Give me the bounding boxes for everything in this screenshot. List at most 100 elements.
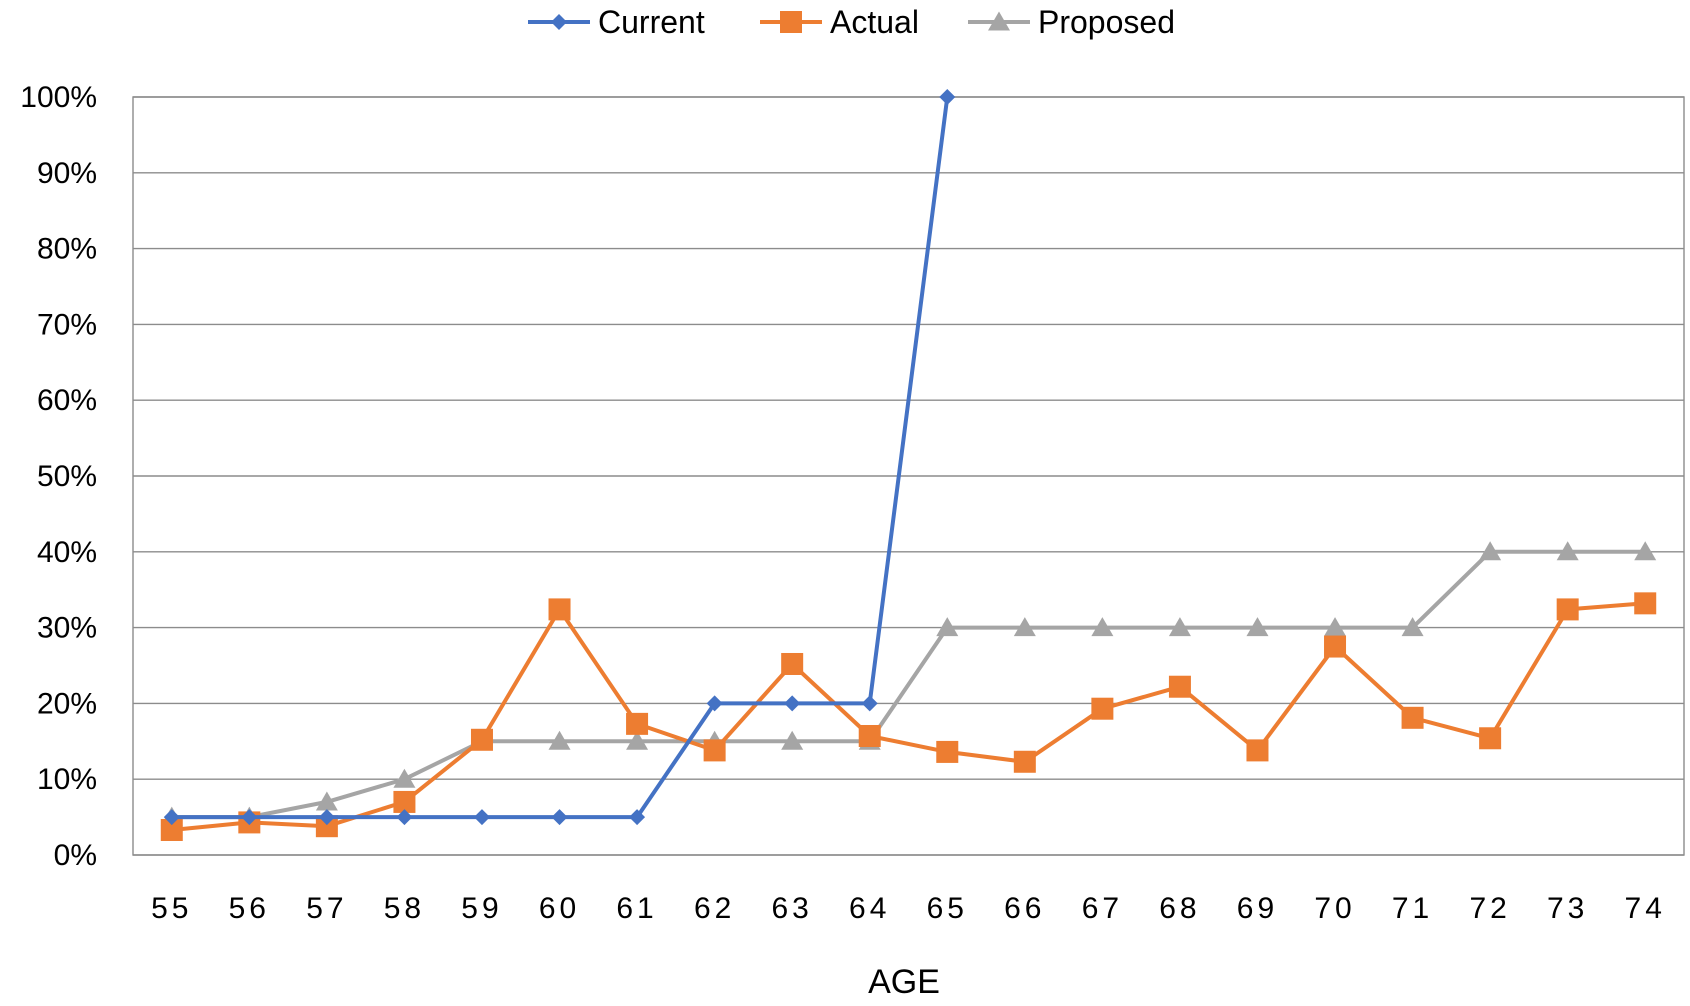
y-tick-label: 30% (37, 612, 97, 645)
series-proposed (160, 541, 1657, 826)
proposed-point (1168, 617, 1191, 637)
x-tick-label: 66 (1004, 892, 1045, 925)
series-layer (160, 89, 1657, 841)
current-point (163, 809, 180, 826)
x-tick-label: 74 (1625, 892, 1666, 925)
x-tick-label: 69 (1237, 892, 1278, 925)
x-tick-label: 61 (616, 892, 657, 925)
actual-point (703, 739, 726, 762)
series-current (163, 89, 956, 826)
actual-point (1091, 697, 1114, 720)
legend-item-proposed: Proposed (968, 4, 1175, 40)
y-tick-label: 50% (37, 460, 97, 493)
series-actual (160, 592, 1657, 841)
proposed-point (626, 730, 649, 750)
proposed-point (1634, 541, 1657, 561)
current-point (551, 809, 568, 826)
proposed-point (1013, 617, 1036, 637)
y-tick-label: 60% (37, 384, 97, 417)
x-tick-label: 73 (1547, 892, 1588, 925)
x-tick-label: 57 (306, 892, 347, 925)
actual-point (1401, 706, 1424, 729)
x-tick-label: 62 (694, 892, 735, 925)
gridlines (132, 96, 1685, 856)
plot-area (132, 96, 1685, 856)
y-tick-label: 20% (37, 687, 97, 720)
actual-point (781, 652, 804, 675)
proposed-point (1556, 541, 1579, 561)
current-point (396, 809, 413, 826)
x-axis-ticks: 55 56 57 58 59 60 61 62 63 64 65 66 67 68 69 70 71 72 73 74 (151, 892, 1666, 925)
y-tick-label: 10% (37, 763, 97, 796)
actual-point (1556, 598, 1579, 621)
legend-label: Current (598, 4, 705, 40)
proposed-point (548, 730, 571, 750)
x-tick-label: 68 (1159, 892, 1200, 925)
x-tick-label: 67 (1082, 892, 1123, 925)
y-tick-label: 100% (20, 81, 97, 114)
actual-point (936, 740, 959, 763)
x-tick-label: 58 (384, 892, 425, 925)
y-tick-label: 0% (54, 839, 97, 872)
proposed-line (171, 549, 1646, 820)
proposed-point (1479, 541, 1502, 561)
current-point (706, 695, 723, 712)
actual-point (1246, 739, 1269, 762)
current-point (784, 695, 801, 712)
current-point (318, 809, 335, 826)
proposed-point (1401, 617, 1424, 637)
x-tick-label: 59 (461, 892, 502, 925)
actual-line (171, 601, 1646, 832)
legend: Current Actual Proposed (528, 4, 1175, 40)
actual-point (160, 818, 183, 841)
proposed-point (936, 617, 959, 637)
x-tick-label: 64 (849, 892, 890, 925)
x-tick-label: 65 (927, 892, 968, 925)
y-tick-label: 80% (37, 233, 97, 266)
x-tick-label: 70 (1314, 892, 1355, 925)
y-tick-label: 70% (37, 308, 97, 341)
proposed-point (1324, 617, 1347, 637)
legend-item-current: Current (528, 4, 705, 40)
y-axis-ticks: 0% 10% 20% 30% 40% 50% 60% 70% 80% 90% 100% (20, 81, 97, 872)
actual-point (393, 790, 416, 813)
legend-label: Actual (830, 4, 919, 40)
proposed-point (1091, 617, 1114, 637)
current-line (171, 96, 950, 820)
actual-point (315, 815, 338, 838)
actual-point (548, 598, 571, 621)
x-tick-label: 71 (1392, 892, 1433, 925)
x-tick-label: 56 (229, 892, 270, 925)
legend-item-actual: Actual (760, 4, 919, 40)
actual-point (470, 728, 493, 751)
actual-point (858, 724, 881, 747)
actual-point (1324, 635, 1347, 658)
proposed-point (1246, 617, 1269, 637)
proposed-point (315, 791, 338, 811)
current-point (241, 809, 258, 826)
current-point (473, 809, 490, 826)
actual-point (1168, 675, 1191, 698)
legend-marker (551, 14, 567, 30)
current-point (939, 89, 956, 105)
legend-label: Proposed (1038, 4, 1175, 40)
x-axis-title: AGE (868, 963, 940, 1001)
y-tick-label: 90% (37, 157, 97, 190)
proposed-point (781, 730, 804, 750)
current-point (861, 695, 878, 712)
current-point (629, 809, 646, 826)
legend-marker (780, 11, 802, 33)
proposed-point (393, 768, 416, 788)
y-tick-label: 40% (37, 536, 97, 569)
actual-point (1634, 592, 1657, 615)
actual-point (626, 712, 649, 735)
x-tick-label: 63 (771, 892, 812, 925)
actual-point (1013, 750, 1036, 773)
actual-point (1479, 727, 1502, 750)
x-tick-label: 72 (1469, 892, 1510, 925)
x-tick-label: 55 (151, 892, 192, 925)
x-tick-label: 60 (539, 892, 580, 925)
legend-marker (988, 11, 1010, 31)
